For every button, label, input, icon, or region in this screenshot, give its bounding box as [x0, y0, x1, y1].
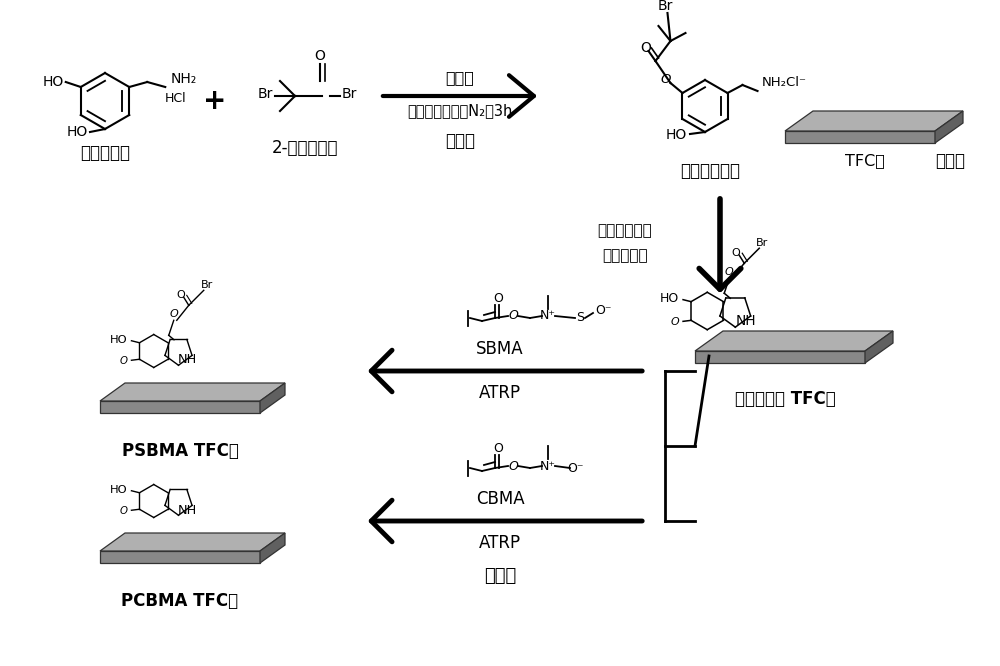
Text: NH₂Cl⁻: NH₂Cl⁻	[762, 77, 807, 89]
Text: ATRP: ATRP	[479, 384, 521, 402]
Text: 2-溴异丁酰溴: 2-溴异丁酰溴	[272, 139, 338, 157]
Text: O: O	[315, 49, 325, 63]
Text: HO: HO	[660, 292, 679, 305]
Text: O: O	[493, 442, 503, 456]
Text: TFC膜: TFC膜	[845, 153, 885, 168]
Text: PCBMA TFC膜: PCBMA TFC膜	[121, 592, 239, 610]
Text: 步骤三: 步骤三	[484, 567, 516, 585]
Text: O⁻: O⁻	[595, 304, 612, 318]
Text: NH: NH	[178, 503, 197, 517]
Text: +: +	[203, 87, 227, 115]
Polygon shape	[695, 331, 893, 351]
Text: HO: HO	[67, 125, 88, 139]
Text: PSBMA TFC膜: PSBMA TFC膜	[122, 442, 238, 460]
Text: 步骤一: 步骤一	[445, 132, 475, 150]
Text: O: O	[508, 310, 518, 322]
Text: NH₂: NH₂	[170, 72, 196, 86]
Polygon shape	[100, 383, 285, 401]
Text: O: O	[119, 506, 127, 516]
Polygon shape	[785, 111, 963, 131]
Polygon shape	[260, 533, 285, 563]
Polygon shape	[785, 131, 935, 143]
Polygon shape	[695, 351, 865, 363]
Text: NH: NH	[178, 354, 197, 366]
Text: Br: Br	[342, 87, 357, 101]
Text: SBMA: SBMA	[476, 340, 524, 358]
Polygon shape	[100, 401, 260, 413]
Text: O: O	[670, 318, 679, 328]
Text: O: O	[660, 73, 671, 87]
Text: O: O	[176, 290, 185, 300]
Text: O: O	[640, 41, 651, 55]
Polygon shape	[865, 331, 893, 363]
Text: Br: Br	[658, 0, 673, 13]
Text: 引发剂多巴胺: 引发剂多巴胺	[680, 162, 740, 180]
Polygon shape	[935, 111, 963, 143]
Text: 三乙胺: 三乙胺	[446, 71, 474, 85]
Polygon shape	[100, 551, 260, 563]
Text: HO: HO	[43, 75, 64, 89]
Text: Br: Br	[201, 280, 213, 290]
Text: O: O	[732, 248, 741, 258]
Text: N⁺: N⁺	[540, 460, 556, 472]
Text: O: O	[725, 267, 734, 277]
Text: HO: HO	[110, 485, 127, 495]
Polygon shape	[100, 533, 285, 551]
Text: Br: Br	[257, 87, 273, 101]
Text: CBMA: CBMA	[476, 490, 524, 508]
Text: 盐酸多巴胺: 盐酸多巴胺	[80, 144, 130, 162]
Text: NH: NH	[735, 314, 756, 328]
Text: O⁻: O⁻	[567, 462, 583, 474]
Text: HCl: HCl	[164, 92, 186, 105]
Polygon shape	[260, 383, 285, 413]
Text: 三羟甲基氨基: 三羟甲基氨基	[598, 224, 652, 238]
Text: 甲烷缓冲液: 甲烷缓冲液	[602, 248, 648, 264]
Text: O: O	[169, 309, 178, 319]
Text: O: O	[508, 460, 518, 472]
Text: HO: HO	[110, 335, 127, 345]
Text: 聚合多巴胺 TFC膜: 聚合多巴胺 TFC膜	[735, 390, 835, 408]
Text: N⁺: N⁺	[540, 310, 556, 322]
Text: HO: HO	[666, 128, 687, 142]
Text: O: O	[119, 356, 127, 366]
Text: S: S	[576, 312, 584, 324]
Text: O: O	[493, 292, 503, 306]
Text: Br: Br	[756, 238, 768, 248]
Text: 步骤二: 步骤二	[935, 152, 965, 170]
Text: ATRP: ATRP	[479, 534, 521, 552]
Text: 二甲基甲酰胺，N₂，3h: 二甲基甲酰胺，N₂，3h	[407, 103, 513, 119]
